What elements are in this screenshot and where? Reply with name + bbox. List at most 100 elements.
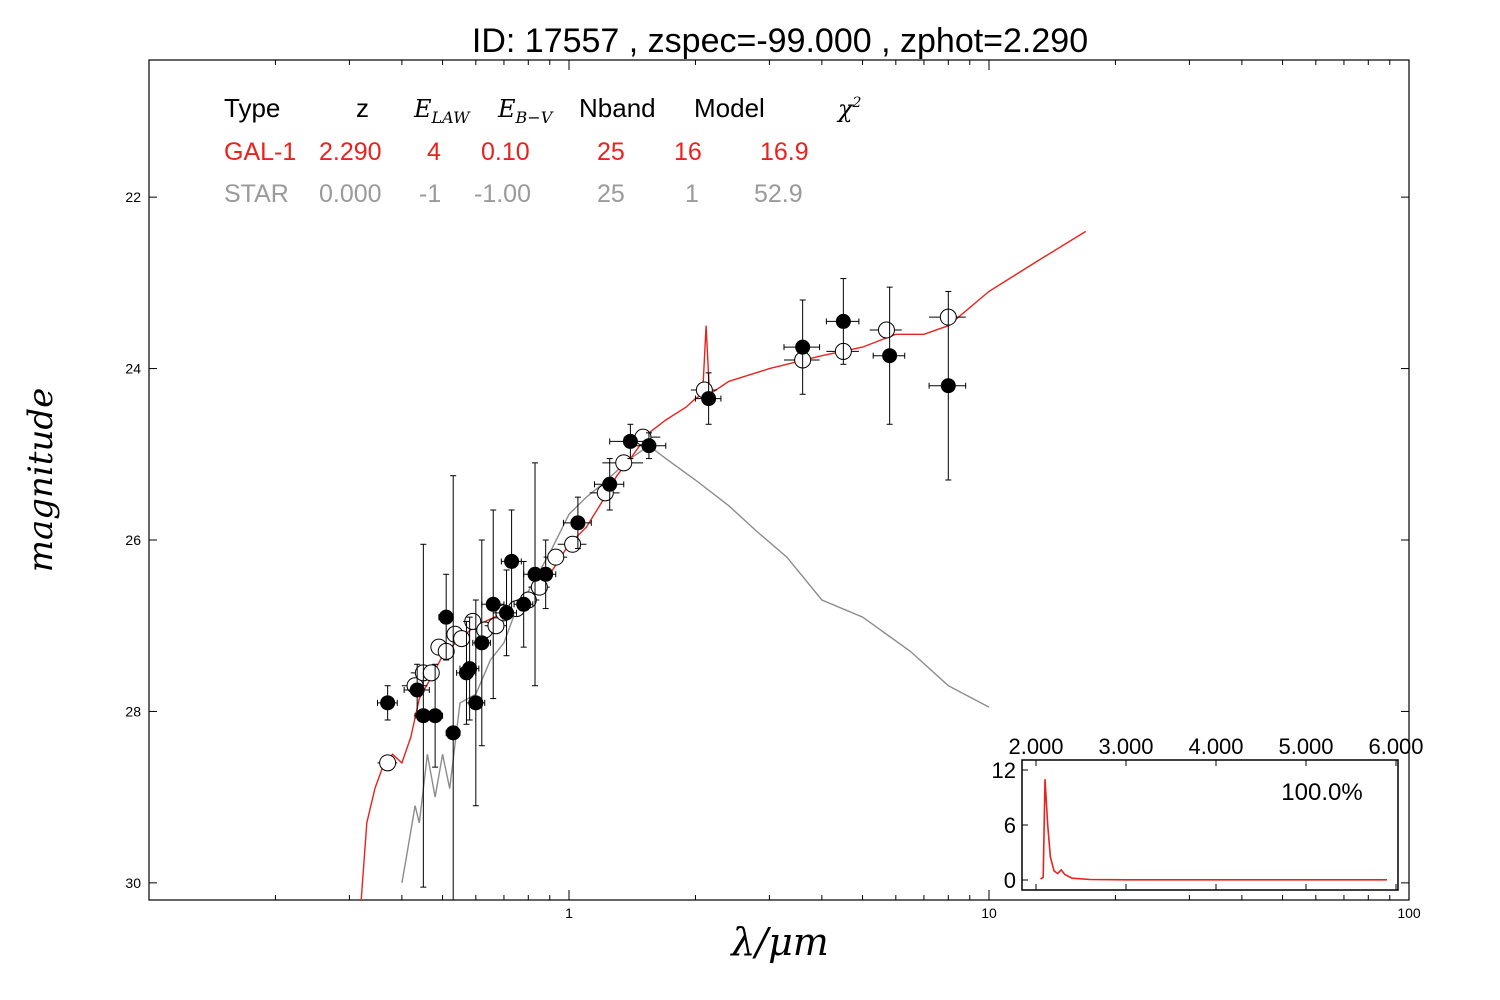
observed-point [562,496,592,550]
observed-point-marker [415,708,431,724]
gal-chi2: 16.9 [760,138,809,166]
model-point [453,630,471,648]
observed-point-marker [701,391,717,407]
observed-point-marker [504,553,520,569]
x-tick-label: 10 [981,905,997,921]
star-z: 0.000 [319,180,382,208]
table-row-galaxy: GAL-1 2.290 4 0.10 25 16 16.9 [224,138,809,166]
observed-point-marker [516,596,532,612]
model-point [869,321,902,339]
observed-point-marker [882,348,898,364]
table-row-star: STAR 0.000 -1 -1.00 25 1 52.9 [224,180,803,208]
model-point [484,617,507,635]
model-point-marker [422,664,440,682]
observed-point [500,509,522,614]
model-point-marker [379,754,397,772]
observed-point [593,458,625,511]
observed-point-marker [427,708,443,724]
x-tick-label: 100 [1397,905,1421,921]
observed-point [629,432,667,460]
observed-point [472,539,491,747]
gal-z: 2.290 [319,138,382,166]
star-chi2: 52.9 [754,180,803,208]
observed-point [694,372,722,425]
observed-point [414,543,432,888]
model-points-series [377,308,966,772]
model-point-marker [453,630,471,648]
observed-point [481,509,505,700]
gal-nband: 25 [597,138,625,166]
plot-area-frame [148,59,1410,901]
observed-point-marker [835,313,851,329]
star-model-curve [401,444,990,884]
model-point-marker [877,321,895,339]
table-header-ebv: EB−V [497,95,554,127]
table-header-elaw: ELAW [413,95,471,127]
observed-points-series [377,278,967,901]
inset-x-tick-label: 2.000 [1008,734,1063,759]
observed-point [445,475,461,901]
model-point [929,308,966,326]
pdf-inset: 2.000 3.000 4.000 5.000 6.000 0 6 12 100.0% [992,734,1424,893]
observed-point-marker [940,378,956,394]
observed-point [825,278,860,365]
model-point [557,535,587,553]
gal-type: GAL-1 [224,138,296,166]
observed-point-marker [795,339,811,355]
observed-point-marker [409,682,425,698]
observed-point-marker [474,635,490,651]
chart-title: ID: 17557 , zspec=-99.000 , zphot=2.290 [472,22,1088,60]
galaxy-model-curve [360,230,1087,901]
observed-point-marker [641,438,657,454]
observed-point-marker [499,605,515,621]
gal-ebv: 0.10 [481,138,530,166]
table-header-nband: Nband [579,93,656,123]
fit-table: Type z ELAW EB−V Nband Model χ2 GAL-1 2.… [224,93,862,208]
y-tick-label: 30 [125,875,141,891]
gal-elaw: 4 [427,138,441,166]
y-tick-label: 26 [125,532,141,548]
observed-point [438,573,454,661]
star-model: 1 [685,180,699,208]
inset-pdf-curve [1040,779,1387,881]
observed-point-marker [622,433,638,449]
observed-point [534,539,557,610]
model-point [377,754,398,772]
observed-point-marker [438,609,454,625]
observed-point-marker [445,725,461,741]
observed-point-marker [462,661,478,677]
star-ebv: -1.00 [474,180,531,208]
model-point [422,664,440,682]
inset-x-tick-label: 3.000 [1098,734,1153,759]
inset-ticks: 2.000 3.000 4.000 5.000 6.000 0 6 12 [992,734,1424,893]
table-header-z: z [356,93,369,123]
inset-x-tick-label: 6.000 [1368,734,1423,759]
star-elaw: -1 [419,180,441,208]
observed-point [495,569,518,657]
observed-point [377,685,398,721]
y-axis-label: magnitude [21,388,61,573]
model-point [826,342,859,360]
observed-point-marker [468,695,484,711]
y-tick-label: 24 [125,361,141,377]
table-header-type: Type [224,93,280,123]
model-point-marker [487,617,505,635]
inset-y-tick-label: 12 [992,758,1016,783]
observed-point [928,290,967,481]
table-header-chi2: χ2 [836,95,862,123]
gal-model: 16 [674,138,702,166]
observed-point-marker [485,596,501,612]
model-curves [360,230,1087,901]
table-header-model: Model [694,93,765,123]
inset-frame [1021,759,1399,891]
observed-point-marker [570,515,586,531]
model-point-marker [547,548,565,566]
observed-point [426,663,444,768]
y-tick-label: 28 [125,703,141,719]
inset-x-tick-label: 4.000 [1188,734,1243,759]
star-nband: 25 [597,180,625,208]
inset-x-tick-label: 5.000 [1278,734,1333,759]
observed-point-marker [380,695,396,711]
x-tick-label: 1 [565,905,573,921]
observed-point [783,299,821,395]
